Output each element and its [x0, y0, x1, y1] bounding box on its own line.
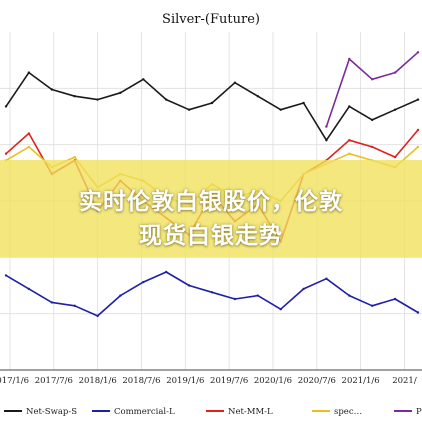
data-point-1-6	[142, 280, 145, 284]
data-point-1-13	[302, 287, 305, 291]
x-tick-label: 2020/1/6	[254, 376, 292, 386]
data-point-0-8	[187, 108, 191, 111]
data-point-0-1	[27, 71, 31, 74]
data-point-3-1	[27, 145, 31, 149]
x-tick-label: 2021/	[392, 376, 417, 386]
data-point-1-0	[4, 274, 8, 277]
data-point-2-0	[4, 152, 8, 155]
data-point-3-18	[416, 145, 420, 149]
x-tick-label: 2021/1/6	[342, 376, 380, 386]
data-point-4-14	[325, 125, 328, 128]
data-point-1-17	[393, 297, 397, 301]
x-tick-label: 2018/7/6	[122, 376, 160, 386]
data-point-1-9	[210, 291, 214, 294]
data-point-1-18	[416, 311, 420, 314]
data-point-2-16	[371, 145, 374, 149]
data-point-1-12	[279, 308, 282, 311]
x-tick-label: 2019/7/6	[210, 376, 248, 386]
data-point-1-5	[119, 294, 122, 297]
data-point-4-17	[393, 71, 397, 74]
legend-label-3: spec…	[334, 407, 362, 417]
x-tick-label: 2017/7/6	[35, 376, 73, 386]
legend-label-1: Commercial-L	[114, 407, 175, 417]
data-point-0-15	[348, 105, 351, 108]
data-point-1-11	[256, 294, 259, 297]
data-point-1-15	[348, 294, 351, 297]
data-point-0-18	[416, 98, 420, 101]
chart-title: Silver-(Future)	[162, 12, 260, 27]
series-line-1	[5, 271, 419, 317]
data-point-1-1	[27, 287, 31, 291]
legend: Net-Swap-S Commercial-L Net-MM-L spec… Pri…	[4, 407, 422, 417]
data-point-2-18	[416, 128, 420, 132]
x-tick-label: 2019/1/6	[166, 376, 204, 386]
series-line-0	[5, 71, 419, 141]
data-point-1-3	[73, 304, 76, 307]
data-point-2-15	[348, 139, 351, 142]
data-point-0-4	[96, 98, 99, 101]
overlay-banner	[0, 160, 422, 257]
data-point-0-13	[302, 101, 305, 105]
legend-label-4: Pri…	[416, 407, 422, 417]
data-point-0-14	[325, 139, 328, 142]
x-tick-label: 2017/1/6	[0, 376, 29, 386]
data-point-0-11	[256, 95, 259, 98]
data-point-0-10	[233, 81, 237, 84]
data-point-0-7	[165, 98, 168, 101]
data-point-1-2	[50, 301, 53, 304]
data-point-4-15	[348, 57, 351, 61]
data-point-0-9	[210, 101, 214, 105]
data-point-0-3	[73, 95, 76, 98]
data-point-0-17	[393, 108, 397, 111]
x-tick-label: 2020/7/6	[298, 376, 336, 386]
data-point-0-0	[4, 105, 8, 108]
data-point-0-16	[371, 118, 374, 122]
banner-headline-line2: 现货白银走势	[139, 223, 283, 249]
data-point-4-16	[371, 78, 374, 81]
data-point-0-6	[142, 78, 145, 81]
data-point-3-3	[73, 155, 76, 159]
data-point-0-5	[119, 91, 122, 95]
x-tick-label: 2018/1/6	[79, 376, 117, 386]
x-tick-labels: 2017/1/6 2017/7/6 2018/1/6 2018/7/6 2019/1/6…	[0, 376, 417, 386]
data-point-2-17	[393, 155, 397, 159]
data-point-1-14	[325, 277, 328, 280]
data-point-0-2	[50, 88, 53, 91]
data-point-1-4	[96, 314, 99, 318]
data-point-2-1	[27, 132, 31, 135]
legend-label-0: Net-Swap-S	[26, 407, 77, 417]
data-point-1-16	[371, 304, 374, 307]
data-point-1-10	[233, 297, 237, 301]
data-point-1-7	[165, 270, 168, 274]
data-point-4-18	[416, 51, 420, 54]
legend-label-2: Net-MM-L	[228, 407, 273, 417]
data-point-0-12	[279, 108, 282, 111]
banner-headline-line1: 实时伦敦白银股价，伦敦	[79, 189, 343, 215]
data-point-1-8	[187, 284, 191, 287]
data-point-3-15	[348, 152, 351, 155]
